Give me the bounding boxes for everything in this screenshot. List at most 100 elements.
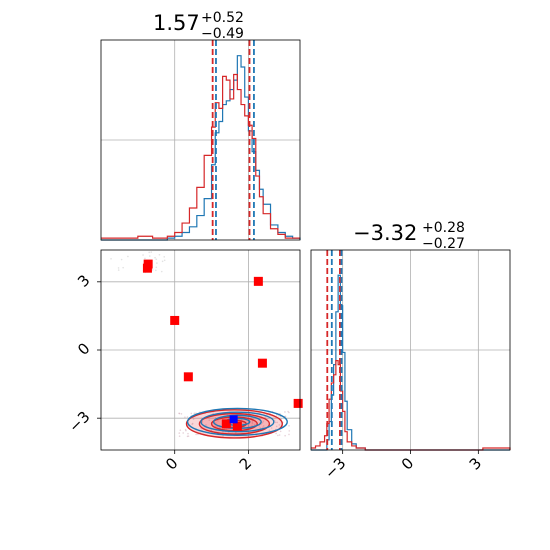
joint-sample-point xyxy=(251,421,254,423)
joint-sample-point xyxy=(182,432,185,434)
joint-sample-point xyxy=(117,267,120,269)
hist-y-title-plus: +0.28 xyxy=(422,220,465,236)
joint-sample-point xyxy=(225,428,228,430)
joint-sample-point xyxy=(158,253,161,256)
joint-sample-point xyxy=(117,269,120,271)
joint-ytick-label: 3 xyxy=(74,271,93,290)
joint-sample-point xyxy=(163,259,166,262)
joint-sample-point xyxy=(197,433,199,436)
joint-sample-point xyxy=(284,411,286,413)
joint-sample-point xyxy=(156,262,158,264)
joint-sample-point xyxy=(127,255,129,258)
hist-x-frame xyxy=(100,39,301,241)
joint-red-marker xyxy=(232,421,242,431)
joint-sample-point xyxy=(187,435,190,437)
joint-sample-point xyxy=(186,416,189,418)
joint-sample-point xyxy=(161,260,164,263)
joint-sample-point xyxy=(215,422,217,424)
joint-sample-point xyxy=(192,418,195,420)
joint-sample-point xyxy=(262,425,265,427)
joint-sample-point xyxy=(261,421,264,424)
joint-sample-point xyxy=(259,427,262,429)
joint-sample-point xyxy=(264,416,266,419)
hist-x-title: 1.57 xyxy=(153,11,200,35)
joint-sample-point xyxy=(201,420,204,423)
joint-sample-point xyxy=(184,416,186,418)
hist-x-title-plus: +0.52 xyxy=(201,10,244,26)
joint-sample-point xyxy=(155,266,158,269)
joint-sample-point xyxy=(262,426,264,429)
joint-sample-point xyxy=(180,413,183,415)
joint-sample-point xyxy=(190,412,193,415)
joint-sample-point xyxy=(275,425,278,428)
joint-sample-point xyxy=(208,419,211,421)
joint-sample-point xyxy=(110,257,112,260)
joint-sample-point xyxy=(214,416,217,419)
hist-x-panel: 1.57 +0.52 −0.49 xyxy=(100,10,301,241)
joint-sample-point xyxy=(287,410,289,413)
joint-red-marker xyxy=(170,315,180,325)
joint-sample-point xyxy=(122,266,124,269)
joint-sample-point xyxy=(270,427,273,429)
joint-sample-point xyxy=(276,421,278,424)
joint-sample-point xyxy=(187,432,189,435)
joint-sample-point xyxy=(275,432,277,435)
joint-sample-point xyxy=(154,256,156,259)
joint-sample-point xyxy=(142,254,144,256)
hist-x-title-minus: −0.49 xyxy=(201,26,244,42)
joint-xtick-label: 2 xyxy=(236,454,255,473)
joint-red-marker xyxy=(253,276,263,286)
joint-blue-marker xyxy=(229,415,238,424)
joint-sample-point xyxy=(185,429,187,432)
joint-sample-point xyxy=(205,424,207,426)
joint-sample-point xyxy=(193,412,196,415)
joint-sample-point xyxy=(218,426,221,429)
joint-red-marker xyxy=(293,398,303,408)
joint-panel: 0 2 3 0 −3 xyxy=(65,249,303,474)
joint-sample-point xyxy=(212,412,214,415)
joint-sample-point xyxy=(155,258,158,261)
joint-sample-point xyxy=(262,420,265,423)
joint-sample-point xyxy=(277,434,279,437)
joint-sample-point xyxy=(178,412,181,415)
joint-sample-point xyxy=(274,421,277,424)
joint-sample-point xyxy=(268,429,271,432)
joint-xtick-label: 0 xyxy=(162,454,181,473)
joint-sample-point xyxy=(195,433,197,436)
hist-y-xtick-label: 0 xyxy=(398,454,417,473)
joint-sample-point xyxy=(251,422,254,425)
joint-red-marker xyxy=(183,372,193,382)
joint-sample-point xyxy=(191,423,194,425)
hist-y-panel: −3.32 +0.28 −0.27 −3 0 3 xyxy=(310,220,511,482)
joint-sample-point xyxy=(288,433,290,436)
joint-sample-point xyxy=(148,255,151,257)
hist-y-title-minus: −0.27 xyxy=(422,236,465,252)
joint-sample-point xyxy=(163,256,166,258)
joint-sample-point xyxy=(179,429,182,431)
joint-sample-point xyxy=(251,424,253,427)
joint-sample-point xyxy=(279,415,282,418)
joint-sample-point xyxy=(278,424,281,426)
hist-y-title: −3.32 xyxy=(353,221,417,245)
joint-red-marker xyxy=(221,419,231,429)
joint-red-marker xyxy=(257,358,267,368)
hist-y-xtick-label: −3 xyxy=(321,454,349,482)
joint-sample-point xyxy=(144,257,146,260)
joint-sample-point xyxy=(155,269,157,272)
joint-ytick-label: −3 xyxy=(65,408,93,436)
joint-sample-point xyxy=(148,251,151,254)
joint-sample-point xyxy=(150,251,153,253)
joint-sample-point xyxy=(178,432,181,434)
hist-x-series-red xyxy=(101,73,300,239)
joint-sample-point xyxy=(288,430,291,432)
joint-sample-point xyxy=(277,415,280,417)
hist-y-xtick-label: 3 xyxy=(466,454,485,473)
joint-sample-point xyxy=(120,258,123,261)
joint-blue-contour xyxy=(200,411,275,433)
joint-sample-point xyxy=(151,269,154,271)
joint-sample-point xyxy=(160,270,163,273)
joint-sample-point xyxy=(178,435,181,438)
joint-sample-point xyxy=(284,434,286,437)
joint-red-marker xyxy=(142,263,152,273)
